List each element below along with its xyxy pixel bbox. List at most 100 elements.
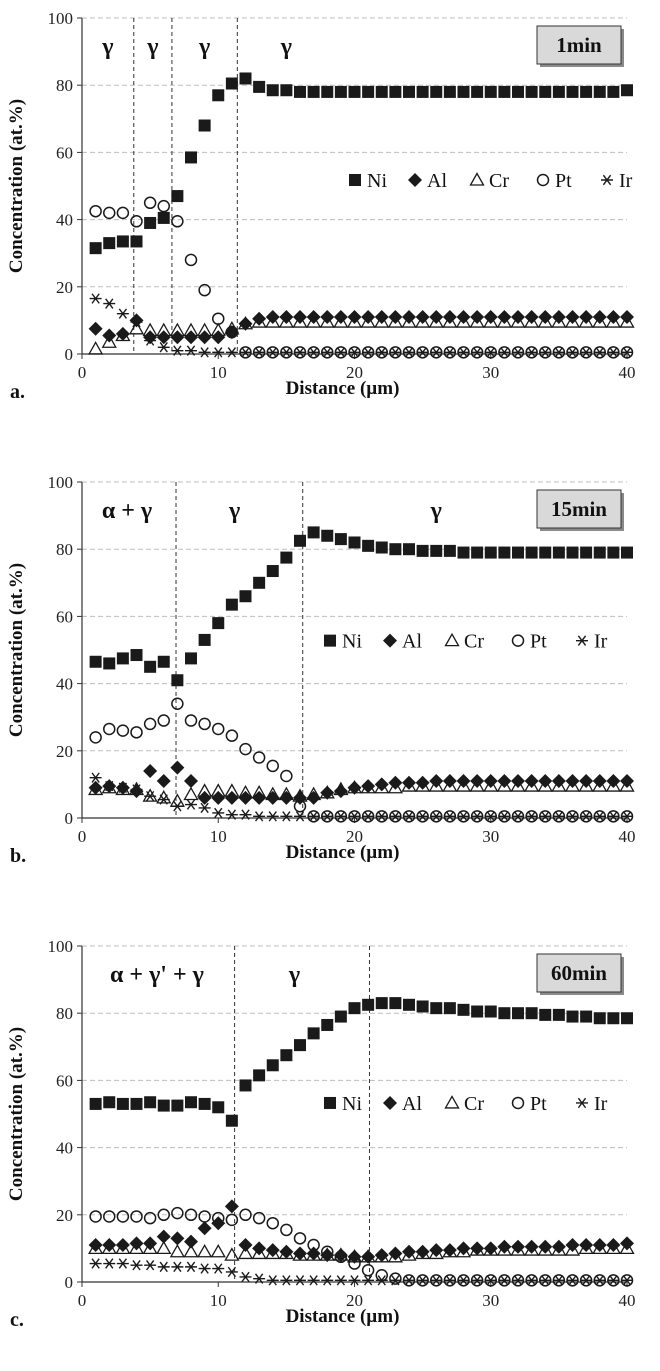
legend-item-al: Al [383,1093,422,1115]
series-ir [89,772,633,822]
data-point-pt [89,731,102,744]
data-point-ir [375,347,388,358]
data-point-cr [401,778,417,792]
x-tick-label: 10 [210,827,227,846]
data-point-al [592,310,607,325]
data-point-al [579,774,594,789]
y-axis-label: Concentration (at.%) [6,563,27,737]
data-point-ni [375,541,388,554]
data-point-cr [524,314,540,328]
data-point-ir [593,347,606,358]
legend-label: Pt [555,170,572,192]
legend-item-cr: Cr [444,1093,484,1115]
data-point-al [184,1234,198,1249]
data-point-cr [401,1247,417,1261]
data-point-cr [442,1243,458,1258]
data-point-ir [457,811,470,822]
data-point-al [115,326,130,341]
data-point-pt [171,215,184,228]
data-point-al [402,310,416,325]
data-point-cr [169,322,185,337]
data-point-cr [387,1248,403,1263]
data-point-al [456,310,471,325]
y-tick-label: 60 [56,607,73,626]
data-point-ni [130,1097,143,1110]
legend-item-ni: Ni [324,631,362,653]
data-point-cr [156,790,172,804]
legend-marker-al [408,173,422,187]
data-point-cr [619,314,635,328]
legend-marker-ir [576,1097,588,1109]
legend-label: Ni [342,1093,362,1115]
chart-panel-1min: 0 20 40 60 80 100 0 10 20 30 40 Distance (µm) Concen… [6,9,636,403]
data-point-ni [198,119,211,132]
data-point-ni [171,190,184,203]
data-point-al [565,310,580,325]
data-point-ir [239,1271,252,1283]
data-point-ir [185,799,197,810]
legend-marker-ir [601,174,613,186]
time-badge-label: 15min [551,497,607,521]
series-ir [89,293,633,358]
data-point-ni [280,1049,293,1062]
data-point-ni [621,546,633,559]
data-point-ni [512,1007,524,1020]
data-point-ni [471,1005,484,1018]
y-tick-label: 80 [56,1004,73,1023]
data-point-ir [539,1275,552,1286]
data-point-ni [566,1010,579,1023]
data-point-pt [184,714,198,727]
data-point-ir [607,811,620,822]
data-point-ir [348,347,361,358]
data-point-cr [210,322,226,337]
series-cr [88,778,635,807]
data-point-ir [116,1258,129,1269]
phase-label: γ [288,962,300,988]
legend-label: Ni [367,170,387,192]
legend-marker-cr [469,172,485,186]
data-point-ir [512,811,524,822]
data-point-cr [237,784,254,799]
data-point-ir [498,347,511,358]
data-point-cr [278,1245,294,1260]
data-point-ni [566,546,579,559]
data-point-ni [116,652,129,665]
data-point-pt [252,1211,266,1225]
chart-panel-60min: 0 20 40 60 80 100 0 10 20 30 40 Distance (µm) Concen… [6,937,636,1331]
data-point-ir [362,811,375,822]
data-point-cr [197,1243,213,1258]
data-point-ir [253,811,266,822]
data-point-pt [280,1223,293,1237]
data-point-cr [88,341,104,355]
data-point-ni [416,544,429,557]
data-point-al [592,774,607,789]
data-point-cr [292,1247,308,1261]
data-point-ni [403,543,415,556]
data-point-al [497,774,512,789]
data-point-ni [89,1097,102,1110]
data-point-ir [157,794,170,805]
data-point-ir [334,1275,347,1286]
data-point-cr [346,314,363,328]
data-point-ir [593,811,606,822]
data-point-cr [483,314,499,328]
data-point-cr [292,314,308,328]
data-point-cr [333,1247,349,1261]
x-tick-label: 10 [210,1291,227,1310]
data-point-ni [280,551,293,564]
data-point-ir [621,811,633,822]
data-point-ni [457,1003,470,1016]
data-point-ir [171,1261,184,1273]
data-point-cr [483,778,499,792]
data-point-ni [185,652,197,665]
data-point-ni [185,151,197,164]
data-point-al [184,774,198,789]
legend-label: Ni [342,631,362,653]
data-point-al [470,1241,485,1256]
data-point-al [88,780,103,795]
data-point-cr [605,314,621,328]
data-point-cr [183,322,199,337]
data-point-ni [239,1079,252,1092]
data-point-ir [171,345,184,356]
